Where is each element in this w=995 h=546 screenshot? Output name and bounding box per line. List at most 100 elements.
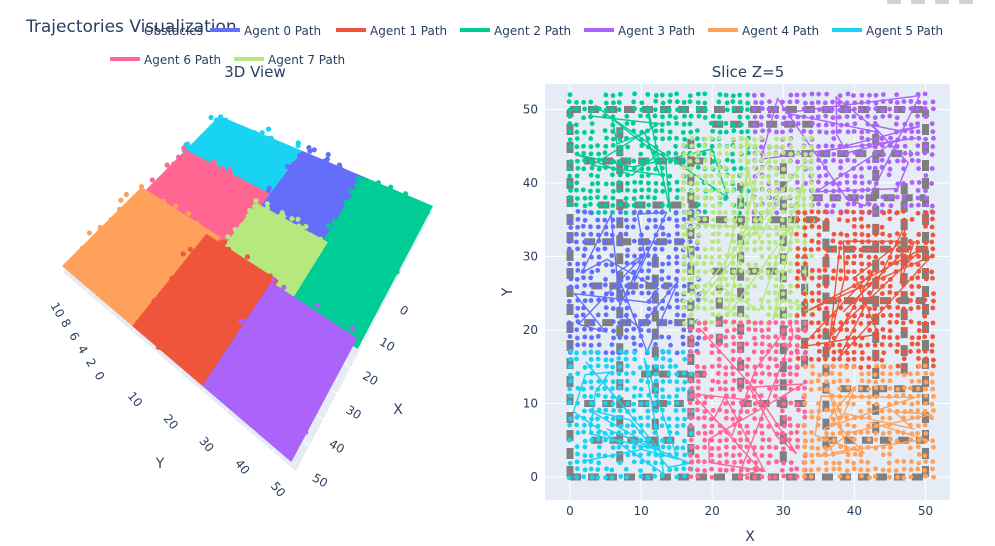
slice-point [680,445,686,451]
scene-point [313,324,320,330]
slice-point [745,129,750,134]
scene-point [341,354,347,360]
scene-point [218,329,225,335]
slice-point [802,385,807,391]
slice-point [822,262,828,268]
scene-point [231,136,238,142]
slice-point [773,334,779,340]
scene-point [152,230,159,236]
slice-point [816,201,821,207]
legend-item-1[interactable]: Agent 0 Path [210,24,321,38]
slice-point [809,409,815,415]
scene-point [330,185,336,191]
slice-point [638,342,644,348]
slice-point [766,327,771,333]
legend-item-4[interactable]: Agent 3 Path [584,24,695,38]
slice-point [787,99,793,105]
slice-y-tick-label: 50 [523,103,538,117]
slice-point [801,473,807,479]
slice-point [808,474,814,480]
pan-icon[interactable] [935,0,949,4]
slice-point [653,356,659,361]
slice-point [689,334,695,340]
scene-point [293,268,299,274]
slice-point [688,349,694,355]
slice-point [801,312,807,317]
slice-point [838,210,844,216]
scene-point [270,172,276,178]
slice-point [916,378,922,384]
slice-point [794,173,800,179]
legend-item-2[interactable]: Agent 1 Path [336,24,447,38]
slice-point [687,408,693,414]
legend-item-7[interactable]: Agent 6 Path [110,53,221,67]
slice-point [780,129,785,135]
scene-point [197,189,203,196]
slice-point [702,91,708,97]
legend-item-8[interactable]: Agent 7 Path [234,53,345,67]
legend-item-3[interactable]: Agent 2 Path [460,24,571,38]
scene-point [363,268,370,274]
slice-point [659,276,665,282]
slice-point [873,430,879,436]
slice-point [680,196,686,201]
slice-point [809,91,815,97]
slice-point [681,422,686,428]
scene-z-tick-label: 10 [48,300,68,320]
scene-point [247,207,253,214]
slice-point [588,394,594,399]
legend-item-0[interactable]: Obstacles [144,24,203,38]
legend[interactable]: Obstacles Agent 0 Path Agent 1 Path Agent 2… [110,24,943,67]
slice-point [923,143,929,149]
slice-point [787,158,793,164]
slice-point [745,297,751,303]
legend-item-6[interactable]: Agent 5 Path [832,24,943,38]
slice-point [880,231,886,237]
slice-point [802,400,808,406]
scene-point [290,209,296,215]
slice-path-line [814,385,932,458]
slice-point [730,122,736,128]
slice-point [803,165,809,171]
scene-point [238,188,244,194]
scene-point [296,206,303,212]
slice-point [567,114,573,119]
slice-point [916,268,922,274]
slice-point [931,357,936,363]
zoom-icon[interactable] [911,0,925,4]
slice-point [610,93,616,98]
slice-point [845,357,851,362]
slice-point [774,459,779,464]
slice-point [823,372,829,377]
slice-point [909,129,915,135]
slice-point [716,312,722,318]
slice-point [837,93,843,99]
slice-point [646,239,652,245]
slice-point [717,151,723,156]
slice-point [709,298,714,304]
slice-point [738,334,743,340]
slice-point [687,239,693,244]
slice-point [618,474,624,479]
legend-item-5[interactable]: Agent 4 Path [708,24,819,38]
scene-point [287,183,293,189]
camera-icon[interactable] [887,0,901,4]
slice-point [788,92,794,98]
modebar[interactable] [887,0,973,8]
slice-point [717,129,723,135]
autoscale-icon[interactable] [959,0,973,4]
scene-point [199,140,205,147]
scene-point [213,117,220,123]
slice-point [688,453,693,458]
slice-point [822,445,828,451]
slice-point [831,151,837,157]
scene-point [302,384,308,390]
slice-point [631,326,637,332]
scene-point [185,154,191,161]
slice-point [887,386,893,391]
slice-point [781,423,787,429]
slice-point [602,150,608,156]
slice-point [808,467,814,473]
slice-point [895,247,901,253]
